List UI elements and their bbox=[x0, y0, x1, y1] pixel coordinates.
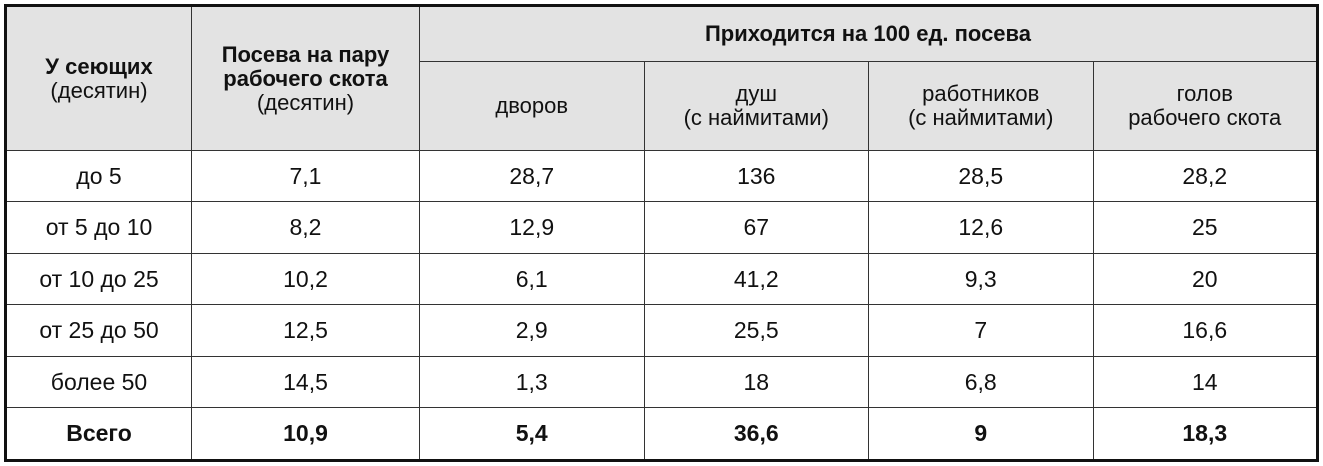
table-cell: 20 bbox=[1092, 252, 1318, 306]
table-row: более 50 14,5 1,3 18 6,8 14 bbox=[5, 355, 1318, 409]
table-cell: 28,5 bbox=[868, 149, 1094, 203]
table-cell: от 10 до 25 bbox=[5, 252, 192, 306]
col-header-sowers-title: У сеющих bbox=[45, 53, 153, 79]
table-row: от 25 до 50 12,5 2,9 25,5 7 16,6 bbox=[5, 304, 1318, 357]
total-cell: 10,9 bbox=[191, 407, 420, 461]
col-header-workers-line1: работников bbox=[922, 81, 1040, 106]
table-cell: 2,9 bbox=[419, 304, 645, 357]
col-header-workers-line2: (с наймитами) bbox=[908, 105, 1054, 130]
total-row: Всего 10,9 5,4 36,6 9 18,3 bbox=[5, 407, 1318, 461]
col-header-yards: дворов bbox=[419, 61, 645, 151]
table-row: от 5 до 10 8,2 12,9 67 12,6 25 bbox=[5, 201, 1318, 254]
col-header-cattle-line2: рабочего скота bbox=[1128, 105, 1282, 130]
total-cell: 18,3 bbox=[1092, 407, 1318, 461]
total-cell: 5,4 bbox=[419, 407, 645, 461]
total-cell: Всего bbox=[5, 407, 192, 461]
table-cell: 6,8 bbox=[868, 355, 1094, 409]
table-cell: 18 bbox=[643, 355, 869, 409]
col-header-sowing-per-pair: Посева на пару рабочего скота (десятин) bbox=[191, 5, 420, 151]
total-cell: 36,6 bbox=[643, 407, 869, 461]
table-row: до 5 7,1 28,7 136 28,5 28,2 bbox=[5, 149, 1318, 203]
table-cell: 14 bbox=[1092, 355, 1318, 409]
col-header-sowers: У сеющих (десятин) bbox=[5, 5, 192, 151]
table-cell: 7,1 bbox=[191, 149, 420, 203]
table-cell: 6,1 bbox=[419, 252, 645, 306]
table-cell: 28,7 bbox=[419, 149, 645, 203]
table-cell: 12,9 bbox=[419, 201, 645, 254]
table-cell: 12,5 bbox=[191, 304, 420, 357]
col-header-sowing-line1: Посева на пару bbox=[221, 41, 390, 67]
table-cell: 8,2 bbox=[191, 201, 420, 254]
table-cell: от 5 до 10 bbox=[5, 201, 192, 254]
table-cell: 16,6 bbox=[1092, 304, 1318, 357]
table-cell: 10,2 bbox=[191, 252, 420, 306]
col-header-cattle: голов рабочего скота bbox=[1092, 61, 1318, 151]
col-header-cattle-line1: голов bbox=[1176, 81, 1233, 106]
table-cell: 25,5 bbox=[643, 304, 869, 357]
table-cell: 41,2 bbox=[643, 252, 869, 306]
table-cell: 25 bbox=[1092, 201, 1318, 254]
table-cell: 7 bbox=[868, 304, 1094, 357]
table-cell: 1,3 bbox=[419, 355, 645, 409]
table-container: У сеющих (десятин) Посева на пару рабоче… bbox=[4, 4, 1319, 462]
col-header-souls: душ (с наймитами) bbox=[643, 61, 869, 151]
table-cell: 67 bbox=[643, 201, 869, 254]
table-cell: более 50 bbox=[5, 355, 192, 409]
col-header-souls-line2: (с наймитами) bbox=[683, 105, 829, 130]
col-header-souls-line1: душ bbox=[735, 81, 778, 106]
col-header-workers: работников (с наймитами) bbox=[868, 61, 1094, 151]
table-cell: 14,5 bbox=[191, 355, 420, 409]
col-header-sowing-line2: рабочего скота bbox=[223, 65, 388, 91]
table-cell: 28,2 bbox=[1092, 149, 1318, 203]
total-cell: 9 bbox=[868, 407, 1094, 461]
table-cell: от 25 до 50 bbox=[5, 304, 192, 357]
col-header-sowers-unit: (десятин) bbox=[50, 77, 148, 103]
table-cell: 136 bbox=[643, 149, 869, 203]
table-row: от 10 до 25 10,2 6,1 41,2 9,3 20 bbox=[5, 252, 1318, 306]
table-cell: 12,6 bbox=[868, 201, 1094, 254]
table-cell: 9,3 bbox=[868, 252, 1094, 306]
table-cell: до 5 bbox=[5, 149, 192, 203]
col-header-sowing-unit: (десятин) bbox=[256, 89, 355, 115]
group-header-per-100: Приходится на 100 ед. посева bbox=[419, 5, 1318, 62]
data-table: У сеющих (десятин) Посева на пару рабоче… bbox=[4, 4, 1319, 462]
